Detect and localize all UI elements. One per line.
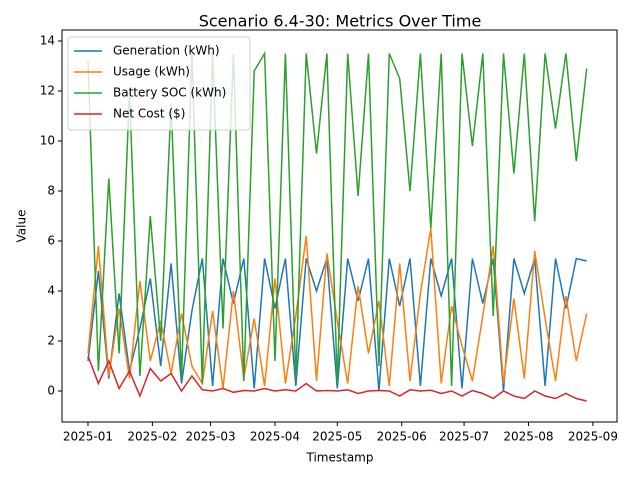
legend-label: Usage (kWh) — [113, 65, 190, 79]
legend-box — [67, 36, 251, 131]
plot-frame — [61, 29, 618, 423]
series-line — [87, 355, 587, 402]
y-tick-label: 6 — [47, 234, 55, 248]
chart-title: Scenario 6.4-30: Metrics Over Time — [199, 12, 482, 31]
y-tick-label: 14 — [40, 34, 55, 48]
x-tick-label: 2025-02 — [127, 430, 177, 444]
x-axis-label: Timestamp — [306, 451, 374, 465]
y-tick-label: 10 — [40, 134, 55, 148]
y-axis-label: Value — [15, 210, 29, 243]
y-tick-label: 0 — [47, 384, 55, 398]
y-tick-label: 4 — [47, 284, 55, 298]
x-tick-label: 2025-04 — [250, 430, 300, 444]
x-tick-label: 2025-08 — [503, 430, 553, 444]
x-tick-label: 2025-01 — [63, 430, 113, 444]
y-tick-label: 12 — [40, 84, 55, 98]
y-tick-label: 2 — [47, 334, 55, 348]
x-tick-label: 2025-09 — [568, 430, 618, 444]
legend-label: Net Cost ($) — [113, 107, 185, 121]
y-tick-label: 8 — [47, 184, 55, 198]
legend-label: Generation (kWh) — [113, 44, 220, 58]
x-tick-label: 2025-05 — [312, 430, 362, 444]
x-tick-label: 2025-07 — [439, 430, 489, 444]
x-tick-label: 2025-03 — [185, 430, 235, 444]
legend-label: Battery SOC (kWh) — [113, 86, 226, 100]
x-tick-label: 2025-06 — [377, 430, 427, 444]
